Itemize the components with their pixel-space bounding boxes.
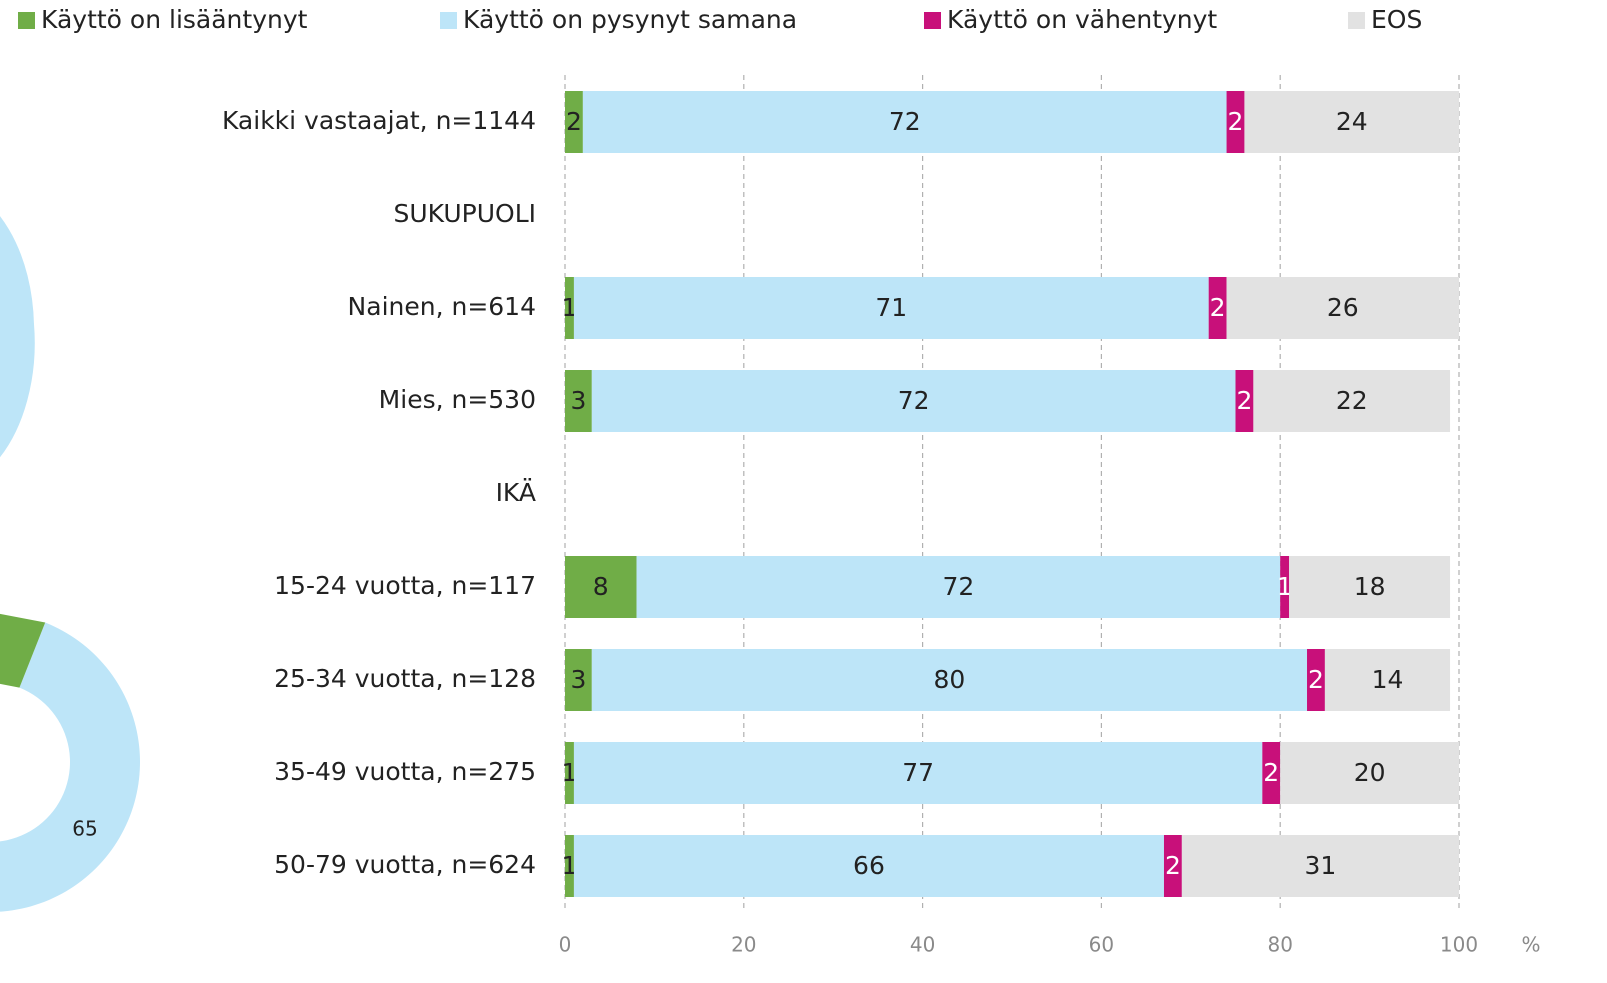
- bar-segment: [591, 370, 1236, 432]
- bar-segment: [1253, 370, 1451, 432]
- x-tick-label: 0: [559, 933, 572, 957]
- category-label: Nainen, n=614: [348, 292, 536, 321]
- legend-label: Käyttö on vähentynyt: [947, 5, 1217, 34]
- bar-segment: [565, 277, 574, 339]
- donut-slice: [0, 622, 140, 912]
- value-label: 2: [1228, 107, 1244, 136]
- bar-segment: [565, 742, 574, 804]
- bar-segment: [1262, 742, 1281, 804]
- bar-segment: [565, 370, 592, 432]
- category-label: 25-34 vuotta, n=128: [274, 664, 536, 693]
- x-tick-label: 100: [1440, 933, 1478, 957]
- value-label: 71: [875, 293, 907, 322]
- bar-segment: [1163, 835, 1182, 897]
- legend-swatch: [1348, 12, 1365, 29]
- value-label: 77: [902, 758, 934, 787]
- value-label: 66: [853, 851, 885, 880]
- bar-segment: [565, 835, 574, 897]
- bar-segment: [591, 649, 1308, 711]
- x-tick-label: 20: [731, 933, 756, 957]
- bar-segment: [636, 556, 1281, 618]
- bar-segment: [565, 649, 592, 711]
- value-label: 1: [562, 758, 578, 787]
- category-label: IKÄ: [496, 478, 536, 507]
- bar-segment: [1244, 91, 1459, 153]
- value-label: 14: [1372, 665, 1404, 694]
- value-label: 31: [1305, 851, 1337, 880]
- value-label: 20: [1354, 758, 1386, 787]
- value-label: 3: [570, 665, 586, 694]
- donut-slice-edge: [0, 613, 46, 688]
- value-label: 22: [1336, 386, 1368, 415]
- x-tick-label: 80: [1267, 933, 1292, 957]
- donut-label: 65: [72, 817, 97, 841]
- bar-segment: [1181, 835, 1459, 897]
- value-label: 1: [1277, 572, 1293, 601]
- value-label: 72: [889, 107, 921, 136]
- value-label: 1: [562, 293, 578, 322]
- bar-segment: [1280, 742, 1459, 804]
- value-label: 72: [942, 572, 974, 601]
- bar-segment: [1226, 91, 1245, 153]
- bar-segment: [1208, 277, 1227, 339]
- bar-segment: [573, 835, 1164, 897]
- value-label: 2: [1308, 665, 1324, 694]
- value-label: 80: [934, 665, 966, 694]
- category-label: SUKUPUOLI: [393, 199, 536, 228]
- legend-swatch: [18, 12, 35, 29]
- value-label: 2: [566, 107, 582, 136]
- value-label: 18: [1354, 572, 1386, 601]
- legend-label: EOS: [1371, 5, 1422, 34]
- legend-swatch: [924, 12, 941, 29]
- x-tick-label: 40: [910, 933, 935, 957]
- bar-segment: [1307, 649, 1325, 711]
- bar-segment: [565, 556, 637, 618]
- category-label: 35-49 vuotta, n=275: [274, 757, 536, 786]
- bar-segment: [1289, 556, 1451, 618]
- bar-segment: [565, 91, 583, 153]
- value-label: 2: [1263, 758, 1279, 787]
- x-axis-label: %: [1521, 933, 1540, 957]
- legend-swatch: [440, 12, 457, 29]
- value-label: 72: [898, 386, 930, 415]
- value-label: 2: [1165, 851, 1181, 880]
- legend-label: Käyttö on lisääntynyt: [41, 5, 308, 34]
- bar-segment: [1226, 277, 1459, 339]
- bar-segment: [1280, 556, 1290, 618]
- bar-segment: [573, 742, 1263, 804]
- category-label: Kaikki vastaajat, n=1144: [222, 106, 536, 135]
- cropped-ring: [0, 216, 35, 457]
- category-label: 50-79 vuotta, n=624: [274, 850, 536, 879]
- value-label: 1: [562, 851, 578, 880]
- value-label: 2: [1236, 386, 1252, 415]
- value-label: 2: [1210, 293, 1226, 322]
- value-label: 26: [1327, 293, 1359, 322]
- category-label: 15-24 vuotta, n=117: [274, 571, 536, 600]
- value-label: 3: [570, 386, 586, 415]
- x-tick-label: 60: [1089, 933, 1114, 957]
- value-label: 8: [593, 572, 609, 601]
- bar-segment: [573, 277, 1209, 339]
- bar-segment: [1235, 370, 1254, 432]
- bar-segment: [582, 91, 1227, 153]
- bar-segment: [1324, 649, 1451, 711]
- legend-label: Käyttö on pysynyt samana: [463, 5, 797, 34]
- category-label: Mies, n=530: [379, 385, 536, 414]
- value-label: 24: [1336, 107, 1368, 136]
